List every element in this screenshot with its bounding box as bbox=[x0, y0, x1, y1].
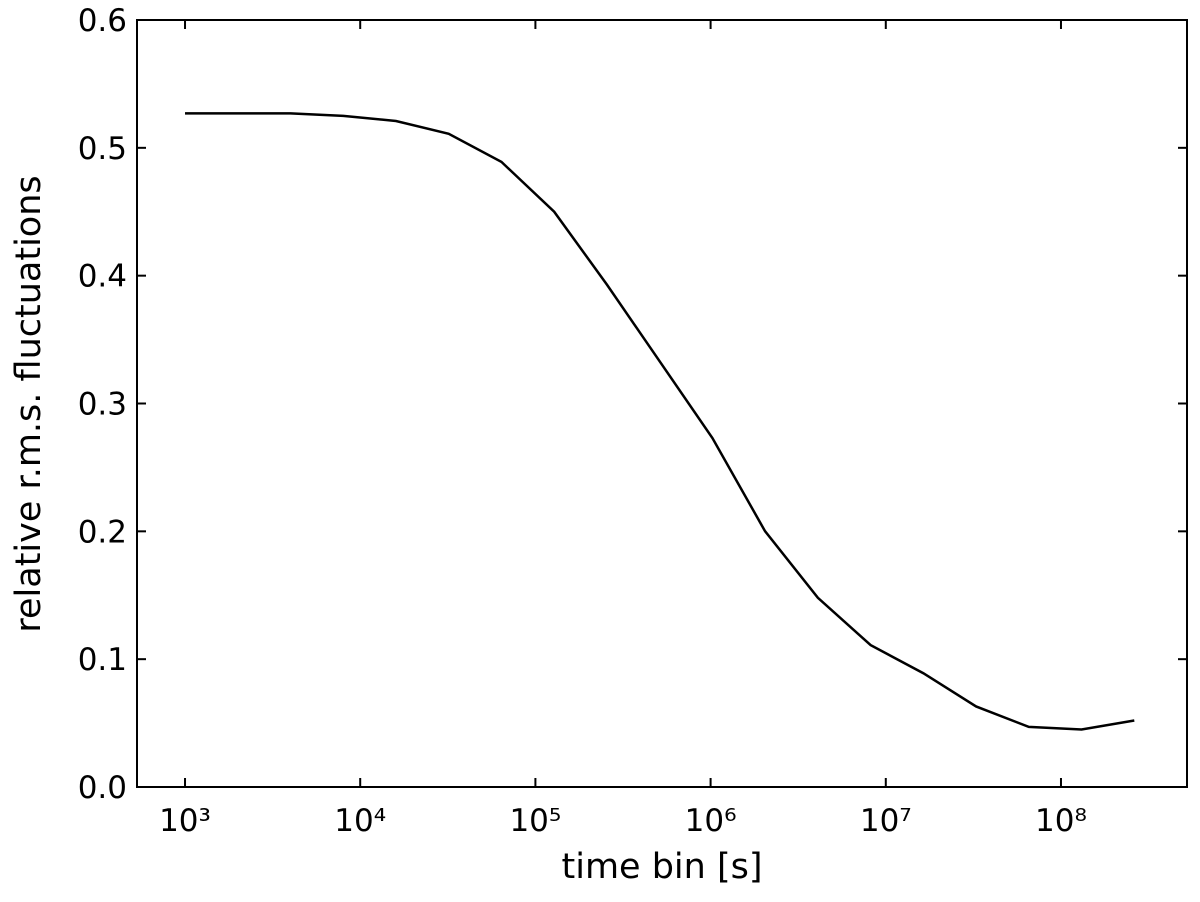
y-tick-label: 0.2 bbox=[78, 514, 127, 550]
y-tick-label: 0.4 bbox=[78, 259, 127, 295]
x-tick-label: 10⁷ bbox=[860, 803, 912, 839]
y-axis-label: relative r.m.s. fluctuations bbox=[9, 175, 49, 632]
y-tick-label: 0.6 bbox=[78, 3, 127, 39]
y-tick-label: 0.3 bbox=[78, 387, 127, 423]
x-axis-label: time bin [s] bbox=[562, 847, 763, 887]
x-tick-label: 10⁵ bbox=[509, 803, 561, 839]
x-tick-label: 10⁶ bbox=[685, 803, 737, 839]
y-tick-label: 0.5 bbox=[78, 131, 127, 167]
x-tick-label: 10⁴ bbox=[334, 803, 386, 839]
plot-frame bbox=[136, 19, 1188, 788]
y-tick-label: 0.0 bbox=[78, 770, 127, 806]
line bbox=[185, 112, 1135, 731]
y-tick-label: 0.1 bbox=[78, 642, 127, 678]
x-tick-label: 10⁸ bbox=[1035, 803, 1087, 839]
x-tick-label: 10³ bbox=[159, 803, 211, 839]
